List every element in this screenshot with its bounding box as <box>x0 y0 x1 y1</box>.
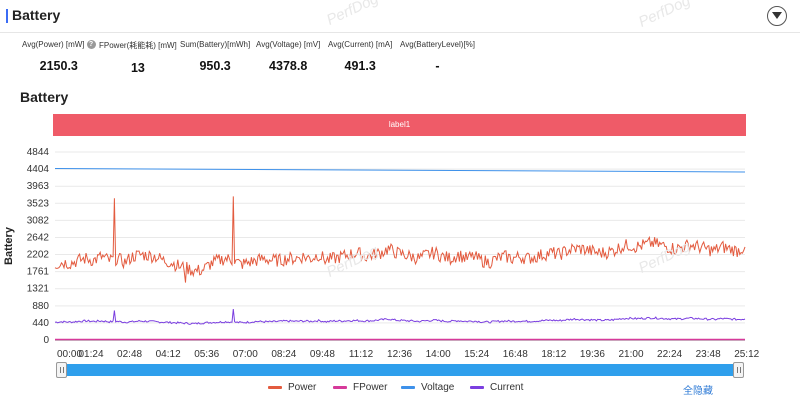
slider-left-handle[interactable] <box>56 362 67 378</box>
legend-item-fpower[interactable]: FPower <box>333 382 387 393</box>
legend-item-voltage[interactable]: Voltage <box>401 382 454 393</box>
legend-label: Voltage <box>421 382 455 393</box>
hide-all-button[interactable]: 全隐藏 <box>683 386 713 397</box>
legend-swatch <box>470 386 484 389</box>
y-tick-label: 2642 <box>27 232 50 243</box>
y-tick-label: 3523 <box>27 198 50 209</box>
collapse-toggle-button[interactable] <box>767 6 787 26</box>
metrics-row: Avg(Power) [mW]? 2150.3 FPower(耗能耗) [mW]… <box>0 40 800 80</box>
y-tick-label: 4844 <box>27 147 50 158</box>
metric-label: Avg(Voltage) [mV] <box>256 40 321 49</box>
x-tick-label: 18:12 <box>541 349 566 360</box>
x-tick-label: 25:12 <box>734 349 759 360</box>
label-band[interactable]: label1 <box>53 114 746 136</box>
time-range-slider[interactable] <box>56 362 744 378</box>
series-power-line <box>54 196 746 283</box>
x-tick-label: 01:24 <box>78 349 103 360</box>
metric-avg-power: Avg(Power) [mW]? 2150.3 <box>22 40 96 73</box>
metric-avg-battery-level: Avg(BatteryLevel)[%] - <box>400 40 475 73</box>
metric-value: 950.3 <box>199 59 231 73</box>
x-tick-label: 12:36 <box>387 349 412 360</box>
slider-track[interactable] <box>56 364 744 376</box>
x-tick-label: 04:12 <box>156 349 181 360</box>
x-tick-label: 08:24 <box>271 349 296 360</box>
legend-swatch <box>268 386 282 389</box>
x-tick-label: 19:36 <box>580 349 605 360</box>
y-tick-label: 2202 <box>27 250 50 261</box>
x-tick-label: 15:24 <box>464 349 489 360</box>
legend-swatch <box>333 386 347 389</box>
metric-fpower: FPower(耗能耗) [mW] 13 <box>99 40 177 75</box>
metric-value: 13 <box>130 61 145 75</box>
legend-label: Power <box>288 382 317 393</box>
metric-value: 4378.8 <box>269 59 308 73</box>
metric-value: 2150.3 <box>39 59 78 73</box>
panel-header: Battery <box>0 0 800 33</box>
metric-label: Avg(Power) [mW] <box>22 40 85 49</box>
y-axis-label: Battery <box>3 226 15 265</box>
slider-right-handle[interactable] <box>733 362 744 378</box>
metric-label: Avg(Current) [mA] <box>328 40 393 49</box>
y-tick-label: 880 <box>32 301 49 312</box>
header-accent-bar <box>6 9 8 23</box>
metric-avg-current: Avg(Current) [mA] 491.3 <box>328 40 392 73</box>
series-voltage-line <box>54 167 746 173</box>
metric-label: FPower(耗能耗) [mW] <box>99 41 177 50</box>
chart-legend: Power FPower Voltage Current <box>0 382 800 398</box>
x-tick-label: 02:48 <box>117 349 142 360</box>
x-tick-label: 07:00 <box>233 349 258 360</box>
x-tick-label: 14:00 <box>426 349 451 360</box>
y-tick-label: 3082 <box>27 215 50 226</box>
metric-avg-voltage: Avg(Voltage) [mV] 4378.8 <box>256 40 320 73</box>
series-current-line <box>54 308 746 325</box>
x-tick-label: 21:00 <box>618 349 643 360</box>
chevron-down-icon <box>772 12 782 19</box>
x-tick-label: 16:48 <box>503 349 528 360</box>
metric-sum-battery: Sum(Battery)[mWh] 950.3 <box>180 40 250 73</box>
x-tick-label: 05:36 <box>194 349 219 360</box>
battery-line-chart[interactable]: 0 440 880 1321 1761 2202 2642 3082 3523 3963 4404 4… <box>0 140 800 362</box>
x-tick-label: 09:48 <box>310 349 335 360</box>
y-tick-label: 4404 <box>27 164 50 175</box>
metric-label: Sum(Battery)[mWh] <box>180 40 251 49</box>
panel-title: Battery <box>12 7 61 23</box>
x-tick-label: 23:48 <box>696 349 721 360</box>
legend-label: FPower <box>353 382 388 393</box>
legend-swatch <box>401 386 415 389</box>
y-tick-label: 440 <box>32 318 49 329</box>
help-icon[interactable]: ? <box>86 40 96 49</box>
x-tick-label: 22:24 <box>657 349 682 360</box>
y-tick-label: 0 <box>43 335 49 346</box>
y-tick-label: 1321 <box>27 284 50 295</box>
x-tick-label: 00:00 <box>57 349 82 360</box>
legend-label: Current <box>490 382 524 393</box>
chart-section-title: Battery <box>20 89 69 105</box>
legend-item-power[interactable]: Power <box>268 382 316 393</box>
metric-value: 491.3 <box>344 59 376 73</box>
y-tick-label: 1761 <box>27 267 50 278</box>
legend-item-current[interactable]: Current <box>470 382 523 393</box>
x-tick-label: 11:12 <box>349 349 374 360</box>
y-tick-label: 3963 <box>27 181 50 192</box>
metric-value: - <box>435 59 440 73</box>
metric-label: Avg(BatteryLevel)[%] <box>400 40 475 49</box>
